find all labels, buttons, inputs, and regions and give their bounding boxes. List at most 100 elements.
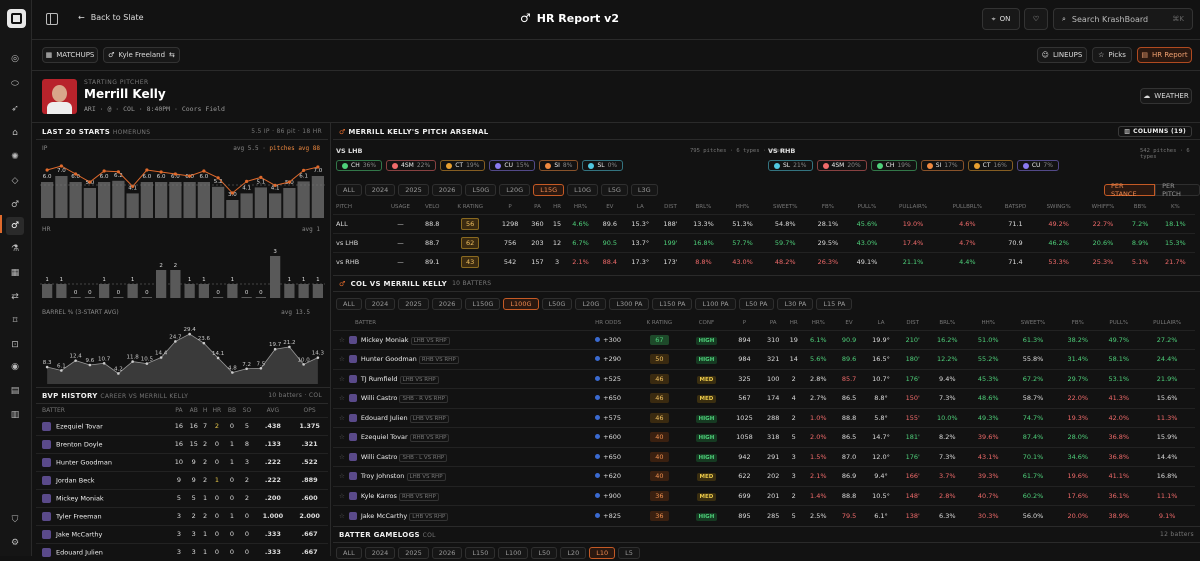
settings-icon[interactable]: ⚙ [10,538,20,548]
pitch-pill[interactable]: 4SM 22% [386,160,437,171]
col-col-header[interactable]: SWEET% [1020,319,1046,326]
tab-l100g[interactable]: L100G [503,298,539,310]
tab-l50g[interactable]: L50G [465,184,497,196]
tab-2026[interactable]: 2026 [431,298,463,310]
col-col-header[interactable]: FB% [1071,319,1084,326]
tab-2026[interactable]: 2026 [431,184,463,196]
tab-l50[interactable]: L50 [531,547,558,559]
col-batter-row[interactable]: ☆ Troy Johnston LHB VS RHP +620 40 MED 622 202… [333,466,1195,487]
bvp-col-header[interactable]: BB [227,407,237,415]
tab-all[interactable]: ALL [336,547,362,559]
back-to-slate-link[interactable]: ← Back to Slate [78,13,144,22]
tab-l100-pa[interactable]: L100 PA [695,298,736,310]
col-batter-row[interactable]: ☆ Mickey Moniak LHB VS RHP +300 67 HIGH 894 31… [333,330,1195,350]
star-icon[interactable]: ☆ [339,491,345,500]
pitch-pill[interactable]: CU 15% [489,160,536,171]
app-logo[interactable] [7,9,26,28]
arsenal-col-header[interactable]: PULLAIR% [899,203,928,210]
arsenal-col-header[interactable]: K% [1170,203,1180,210]
col-batter-row[interactable]: ☆ Edouard Julien LHB VS RHP +575 46 HIGH 1025… [333,408,1195,428]
col-col-header[interactable]: HR [789,319,798,326]
bvp-row[interactable]: Edouard Julien 3 3 1 0 0 0.333.667 [36,543,328,561]
arsenal-col-header[interactable]: DIST [664,203,677,210]
bvp-col-header[interactable]: PA [175,407,183,415]
bvp-row[interactable]: Ezequiel Tovar 16 16 7 2 0 5 .438 1.375 [36,417,328,435]
tab-2025[interactable]: 2025 [398,298,429,310]
pitch-pill[interactable]: CH 19% [870,160,917,171]
bvp-row[interactable]: Jake McCarthy 3 3 1 0 0 0.333.667 [36,525,328,543]
arrows-icon[interactable]: ⇄ [11,292,19,302]
col-col-header[interactable]: HR% [811,319,825,326]
arsenal-row[interactable]: vs RHB — 89.1 43 542 157 3 2.1% 88.4 17.3° 173' 8.8… [333,252,1195,271]
tab-l300-pa[interactable]: L300 PA [609,298,650,310]
tab-l5[interactable]: L5 [618,547,640,559]
pitch-pill[interactable]: CH 36% [336,160,383,171]
bvp-col-header[interactable]: HR [212,407,222,415]
arsenal-col-header[interactable]: BRL% [695,203,712,210]
col-col-header[interactable]: K RATING [646,319,673,326]
bomb-icon[interactable]: ♂ [10,200,20,210]
star-icon[interactable]: ☆ [339,413,345,422]
pitch-pill[interactable]: SL 0% [582,160,624,171]
tab-l20[interactable]: L20 [560,547,587,559]
arsenal-col-header[interactable]: VELO [424,203,440,210]
tab-l150g[interactable]: L150G [465,298,501,310]
bvp-col-header[interactable]: OPS [303,407,316,415]
clipboard-icon[interactable]: ▤ [10,386,20,396]
weather-button[interactable]: ☁ WEATHER [1140,88,1192,104]
col-col-header[interactable]: LA [877,319,885,326]
tab-2026[interactable]: 2026 [431,547,463,559]
arsenal-col-header[interactable]: HR% [573,203,588,210]
lineups-button[interactable]: ☺ LINEUPS [1037,47,1087,63]
sidebar-toggle-icon[interactable] [46,13,58,25]
rocket-icon[interactable]: ➶ [11,104,19,114]
pitch-pill[interactable]: SL 21% [768,160,813,171]
tab-all[interactable]: ALL [336,184,362,196]
col-batter-row[interactable]: ☆ Kyle Karros RHB VS RHP +900 36 MED 699 201 2 1… [333,486,1195,506]
col-col-header[interactable]: P [742,319,747,326]
tab-2024[interactable]: 2024 [364,298,396,310]
football-icon[interactable]: ⬭ [11,79,19,89]
tab-l15-pa[interactable]: L15 PA [816,298,853,310]
bvp-col-header[interactable]: BATTER [42,407,65,415]
bvp-row[interactable]: Brenton Doyle 16 15 2 0 1 8 .133 .321 [36,435,328,453]
pitch-pill[interactable]: 4SM 20% [816,160,867,171]
bvp-row[interactable]: Jordan Beck 9 9 2 1 0 2.222.889 [36,471,328,489]
flask-icon[interactable]: ⚗ [10,244,20,254]
tab-l30-pa[interactable]: L30 PA [777,298,814,310]
arsenal-col-header[interactable]: SWEET% [772,203,798,210]
shield-icon[interactable]: ⛉ [11,515,19,525]
pitcher-switch-button[interactable]: ♂ Kyle Freeland ⇆ [103,47,180,63]
col-col-header[interactable]: BATTER [355,319,377,326]
col-col-header[interactable]: CONF [698,319,715,326]
bvp-row[interactable]: Mickey Moniak 5 5 1 0 0 2.200.600 [36,489,328,507]
favorites-button[interactable]: ♡ [1024,8,1048,30]
picks-button[interactable]: ☆ Picks [1092,47,1132,63]
bvp-col-header[interactable]: AB [189,407,198,415]
tab-2024[interactable]: 2024 [364,184,396,196]
tab-l50-pa[interactable]: L50 PA [738,298,775,310]
arsenal-row[interactable]: ALL — 88.8 56 1298 360 15 4.6% 89.6 15.3° 188' 13.3… [333,214,1195,233]
arsenal-col-header[interactable]: K RATING [457,203,483,210]
bvp-col-header[interactable]: H [202,407,208,415]
tab-l20g[interactable]: L20G [499,184,531,196]
tab-2025[interactable]: 2025 [398,184,429,196]
col-col-header[interactable]: PULL% [1109,319,1129,326]
arsenal-col-header[interactable]: PITCH [336,203,352,210]
tab-l10[interactable]: L10 [589,547,616,559]
star-icon[interactable]: ☆ [339,433,345,442]
tab-l5g[interactable]: L5G [601,184,628,196]
arsenal-col-header[interactable]: P [508,203,512,210]
location-toggle[interactable]: ⌖ ON [982,8,1020,30]
col-batter-row[interactable]: ☆ TJ Rumfield LHB VS RHP +525 46 MED 325 100 2 2… [333,369,1195,389]
lock-icon[interactable]: ⊡ [11,340,19,350]
star-icon[interactable]: ☆ [339,394,345,403]
bvp-row[interactable]: Hunter Goodman 10 9 2 0 1 3 .222 .522 [36,453,328,471]
tab-l100[interactable]: L100 [498,547,529,559]
col-col-header[interactable]: PA [769,319,777,326]
star-icon[interactable]: ☆ [339,511,345,520]
pitch-pill[interactable]: CU 7% [1016,160,1059,171]
arsenal-col-header[interactable]: WHIFF% [1091,203,1115,210]
col-col-header[interactable]: HH% [981,319,996,326]
tab-l3g[interactable]: L3G [630,184,658,196]
